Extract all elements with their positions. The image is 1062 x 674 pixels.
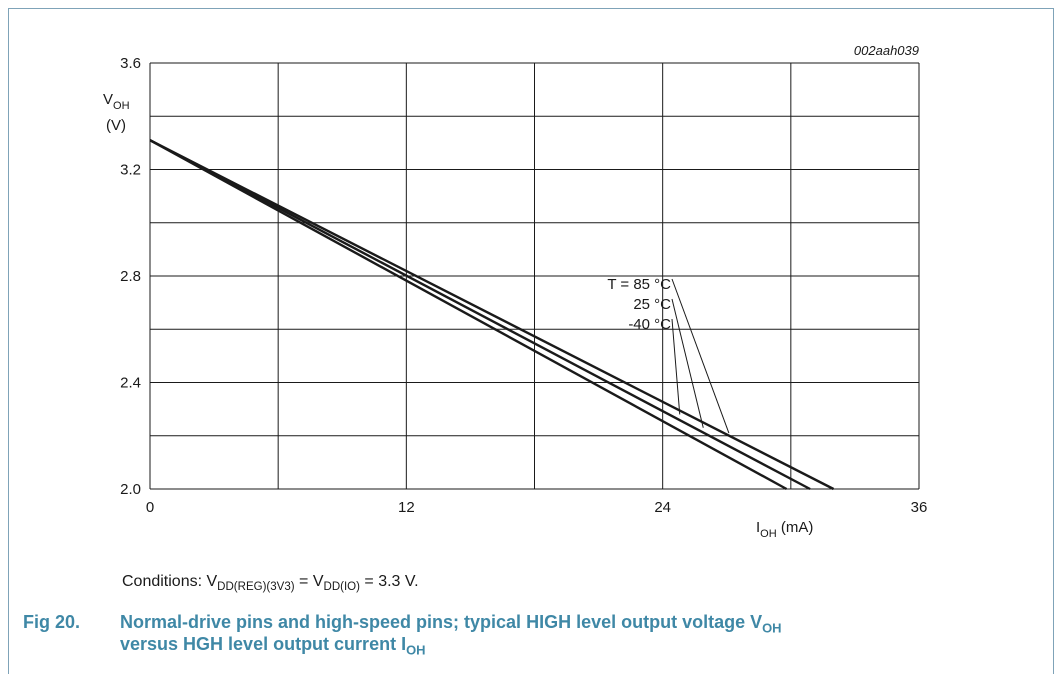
x-tick-label: 24 <box>654 499 671 516</box>
figure-caption: Fig 20. Normal-drive pins and high-speed … <box>23 611 782 658</box>
caption-line-1: Normal-drive pins and high-speed pins; t… <box>120 612 782 636</box>
annotation-label-3: -40 °C <box>628 316 671 333</box>
x-tick-label: 12 <box>398 499 415 516</box>
series-line-3 <box>149 139 788 491</box>
x-tick-label: 36 <box>911 499 928 516</box>
figure-number: Fig 20. <box>23 612 81 632</box>
y-axis-label: VOH <box>103 91 130 112</box>
chart: 0 12 24 36 2.0 2.4 2.8 3.2 3.6 T = 85 °C 25 °C -40… <box>103 43 927 540</box>
y-tick-label: 2.0 <box>120 481 141 498</box>
y-axis-unit: (V) <box>106 117 126 134</box>
grid <box>149 62 920 490</box>
annotation-label-1: T = 85 °C <box>607 276 671 293</box>
y-tick-label: 2.8 <box>120 268 141 285</box>
annotation-leader-3 <box>671 318 681 415</box>
x-tick-label: 0 <box>146 499 154 516</box>
annotation-leader-2 <box>671 298 704 428</box>
series-lines <box>149 139 835 491</box>
figure-frame <box>8 8 1054 674</box>
y-tick-label: 3.2 <box>120 162 141 179</box>
annotation-label-2: 25 °C <box>633 296 671 313</box>
tick-labels: 0 12 24 36 2.0 2.4 2.8 3.2 3.6 <box>120 55 927 516</box>
caption-line-2: versus HGH level output current IOH <box>120 634 426 658</box>
annotation-leader-1 <box>671 278 730 434</box>
y-tick-label: 2.4 <box>120 375 141 392</box>
x-axis-label: IOH (mA) <box>756 519 813 540</box>
annotations: T = 85 °C 25 °C -40 °C <box>607 276 730 434</box>
conditions-note: Conditions: VDD(REG)(3V3) = VDD(IO) = 3.… <box>122 573 419 594</box>
figure-code: 002aah039 <box>854 43 919 58</box>
series-line-2 <box>149 139 811 491</box>
series-line-1 <box>149 139 835 491</box>
y-tick-label: 3.6 <box>120 55 141 72</box>
